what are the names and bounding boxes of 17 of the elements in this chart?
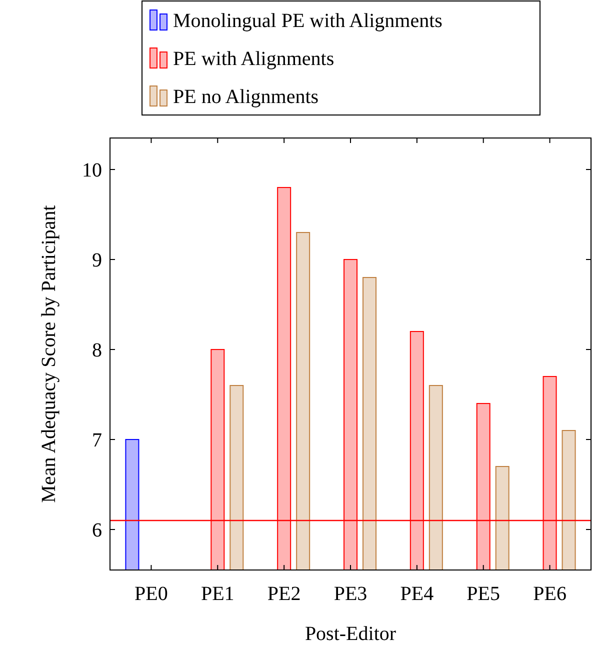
x-tick-label: PE4 — [400, 583, 434, 605]
legend-label: Monolingual PE with Alignments — [173, 10, 443, 32]
x-tick-label: PE6 — [533, 583, 566, 605]
y-axis-title: Mean Adequacy Score by Participant — [38, 204, 60, 503]
y-tick-label: 8 — [92, 340, 102, 362]
x-tick-label: PE5 — [466, 583, 500, 605]
y-tick-label: 9 — [92, 250, 102, 272]
y-tick-label: 7 — [92, 430, 102, 452]
y-tick-label: 6 — [92, 520, 102, 542]
legend-label: PE with Alignments — [173, 48, 334, 70]
y-tick-label: 10 — [82, 160, 102, 182]
x-tick-label: PE1 — [200, 583, 234, 605]
legend-label: PE no Alignments — [173, 86, 319, 108]
x-tick-label: PE3 — [334, 583, 368, 605]
x-tick-label: PE2 — [267, 583, 301, 605]
x-tick-label: PE0 — [134, 583, 168, 605]
x-axis-title: Post-Editor — [304, 623, 396, 645]
